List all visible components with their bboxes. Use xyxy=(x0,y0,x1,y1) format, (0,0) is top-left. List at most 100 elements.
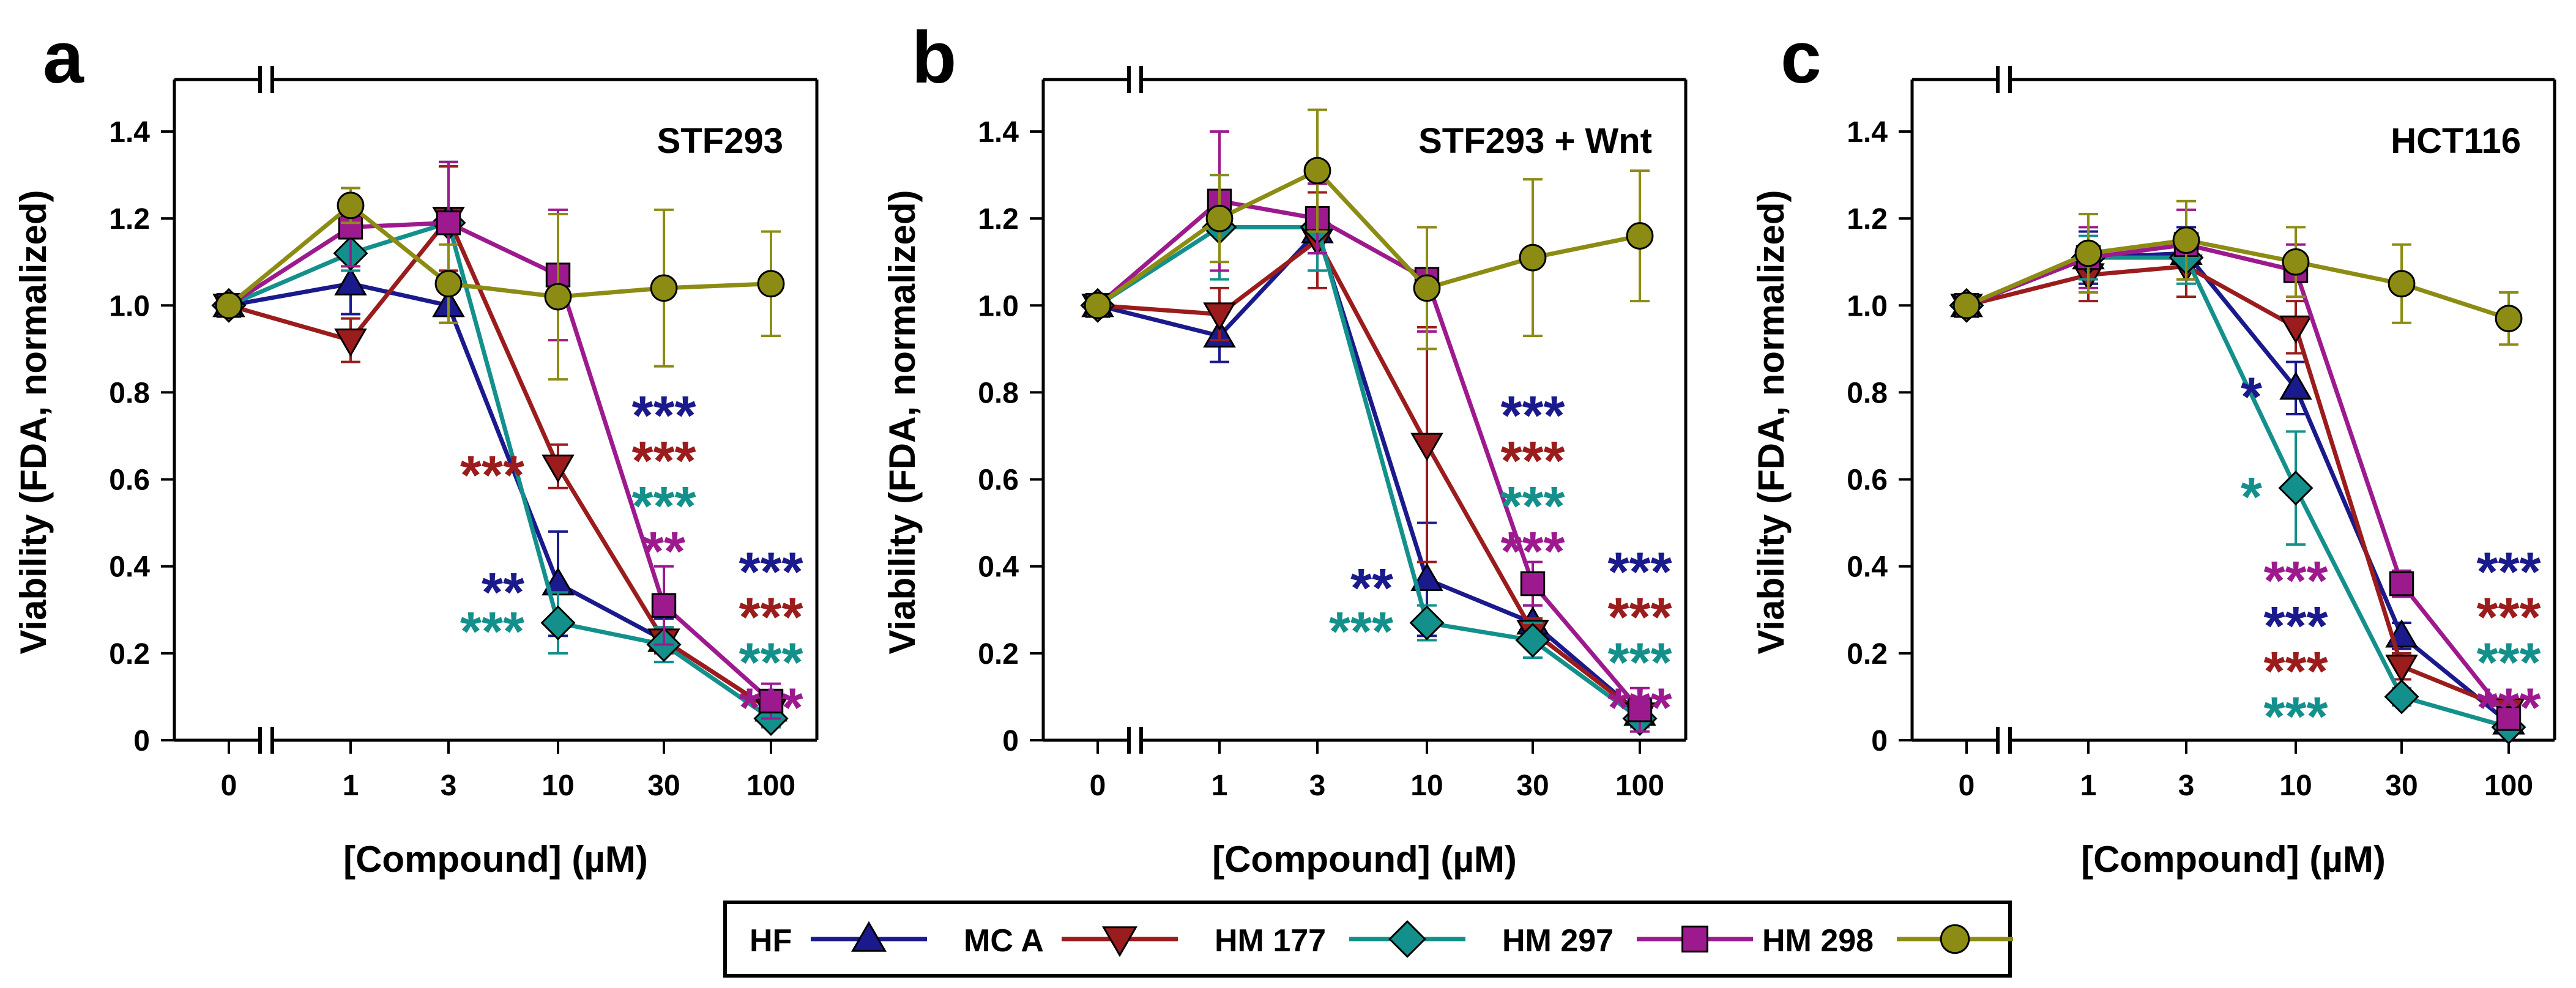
data-point xyxy=(651,593,677,618)
series-line xyxy=(1097,238,1642,716)
data-point xyxy=(542,455,575,483)
panel-letter: b xyxy=(912,17,956,98)
data-point xyxy=(2172,226,2200,254)
data-point xyxy=(215,291,243,319)
legend: HF MC A HM 177 HM 297 HM 298 xyxy=(723,901,2013,978)
x-tick-label: 0 xyxy=(1090,770,1106,802)
y-axis-label: Viability (FDA, normalized) xyxy=(13,190,54,655)
data-point xyxy=(1303,157,1331,185)
significance-label: * xyxy=(2241,467,2262,528)
data-point xyxy=(2279,371,2312,400)
data-point xyxy=(337,191,365,220)
legend-marker xyxy=(1681,926,1708,953)
x-tick-label: 3 xyxy=(441,770,457,802)
x-tick-label: 1 xyxy=(343,770,359,802)
series-line xyxy=(1096,199,1642,711)
significance-label: *** xyxy=(2263,596,2328,657)
panel-b: b STF293 + Wnt 0 0.2 0.4 0.6 0.8 1.0 1.2 1.4 0 1 3 10… xyxy=(882,17,1688,880)
data-point xyxy=(334,329,367,357)
x-tick-label: 30 xyxy=(647,770,680,802)
x-tick-label: 0 xyxy=(1959,770,1975,802)
legend-label: MC A xyxy=(964,923,1044,959)
data-point xyxy=(2074,239,2102,267)
y-tick-label: 0.6 xyxy=(978,464,1019,497)
y-tick-label: 0.4 xyxy=(109,551,150,584)
significance-label: *** xyxy=(1500,476,1565,537)
x-axis-label: [Compound] (µM) xyxy=(343,839,648,880)
axes xyxy=(1910,66,2556,754)
series-line xyxy=(1097,229,1642,716)
y-tick-label: 0.8 xyxy=(1847,377,1888,409)
data-point xyxy=(1952,291,1981,319)
data-point xyxy=(757,270,785,298)
series-mc-a xyxy=(1950,234,2525,727)
y-axis-label: Viability (FDA, normalized) xyxy=(882,190,923,655)
y-tick-label: 1.0 xyxy=(109,290,150,322)
data-point xyxy=(1520,571,1546,596)
data-point xyxy=(544,283,572,311)
significance-label: ** xyxy=(1350,558,1393,619)
significance-label: *** xyxy=(1500,521,1565,582)
y-tick-label: 1.2 xyxy=(109,203,150,236)
legend-label: HM 298 xyxy=(1762,923,1874,959)
x-tick-label: 1 xyxy=(1212,770,1228,802)
data-point xyxy=(1519,243,1547,272)
panel-title: HCT116 xyxy=(2391,121,2521,161)
significance-label: *** xyxy=(631,385,696,447)
data-point xyxy=(434,270,463,298)
significance-label: *** xyxy=(739,678,803,739)
significance-label: *** xyxy=(739,542,803,603)
significance-label: *** xyxy=(1607,633,1672,694)
significance-label: ** xyxy=(482,562,524,623)
y-tick-label: 0 xyxy=(1871,725,1888,757)
series-hm-297 xyxy=(216,160,784,720)
significance-label: *** xyxy=(1500,431,1565,492)
data-point xyxy=(2282,248,2310,276)
data-point xyxy=(1413,274,1441,302)
legend-marker xyxy=(1388,920,1426,958)
panel-title: STF293 + Wnt xyxy=(1418,121,1652,161)
significance-label: *** xyxy=(460,445,524,506)
x-tick-label: 30 xyxy=(2385,770,2418,802)
data-point xyxy=(2388,270,2416,298)
panel-letter: c xyxy=(1781,17,1822,98)
data-point xyxy=(334,267,367,295)
data-point xyxy=(1409,605,1445,641)
data-point xyxy=(758,688,784,714)
series-line xyxy=(228,216,772,712)
y-tick-label: 0.6 xyxy=(1847,464,1888,497)
y-tick-label: 0 xyxy=(1002,725,1019,757)
x-tick-label: 100 xyxy=(1615,770,1664,802)
x-tick-label: 10 xyxy=(1410,770,1443,802)
y-tick-label: 0.2 xyxy=(109,638,150,670)
series-line xyxy=(228,220,773,703)
x-tick-label: 0 xyxy=(221,770,237,802)
significance-label: *** xyxy=(2476,678,2541,739)
x-tick-label: 100 xyxy=(2484,770,2533,802)
significance-label: *** xyxy=(2263,641,2328,702)
y-tick-label: 1.2 xyxy=(978,203,1019,236)
legend-label: HM 297 xyxy=(1502,923,1614,959)
y-tick-label: 0 xyxy=(133,725,150,757)
data-point xyxy=(540,605,576,641)
y-tick-label: 0.8 xyxy=(978,377,1019,409)
panel-c: c HCT116 0 0.2 0.4 0.6 0.8 1.0 1.2 1.4 0 1 3 10 30 100 [… xyxy=(1751,17,2556,880)
series-line xyxy=(1965,238,2510,321)
significance-label: *** xyxy=(631,476,696,537)
data-point xyxy=(1626,222,1654,250)
series-line xyxy=(227,203,772,307)
y-tick-label: 1.4 xyxy=(1847,116,1888,149)
y-axis-label: Viability (FDA, normalized) xyxy=(1751,190,1792,655)
data-point xyxy=(1084,291,1112,319)
x-tick-label: 30 xyxy=(1516,770,1549,802)
y-tick-label: 0.8 xyxy=(109,377,150,409)
series-line xyxy=(228,220,772,721)
x-axis-label: [Compound] (µM) xyxy=(2081,839,2386,880)
series-line xyxy=(1965,242,2511,720)
significance-label: *** xyxy=(739,633,803,694)
data-point xyxy=(2279,315,2312,344)
significance-label: *** xyxy=(460,601,524,663)
legend-marker xyxy=(1940,924,1970,954)
significance-label: *** xyxy=(1329,601,1393,663)
